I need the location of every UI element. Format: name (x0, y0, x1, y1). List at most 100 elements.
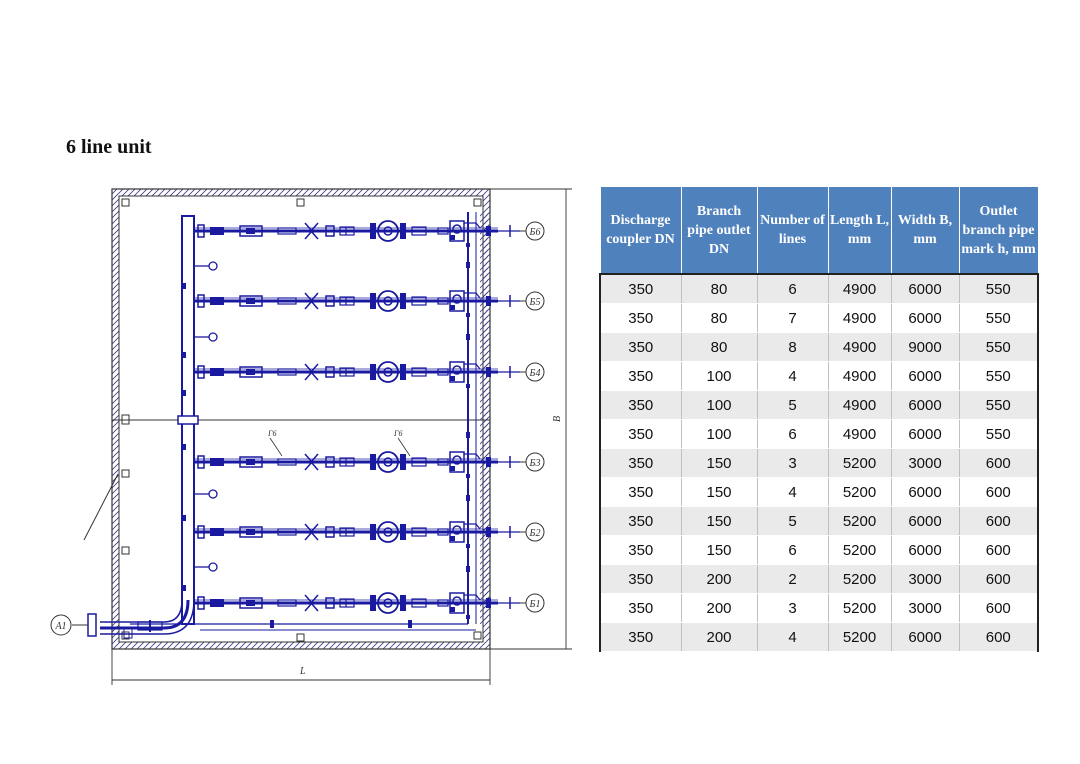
table-cell-outlet-mark: 600 (958, 593, 1039, 623)
table-cell-outlet-mark: 550 (958, 390, 1039, 420)
table-row: 350 200 4 5200 6000 600 (599, 622, 1039, 652)
table-cell-branch-pipe-outlet: 200 (680, 622, 758, 652)
table-cell-discharge-coupler: 350 (599, 419, 682, 449)
table-cell-number-of-lines: 5 (756, 390, 829, 420)
outlet-mark-b1: Б1 (529, 599, 541, 610)
table-cell-branch-pipe-outlet: 150 (680, 448, 758, 478)
table-cell-outlet-mark: 550 (958, 303, 1039, 333)
table-row: 350 150 5 5200 6000 600 (599, 506, 1039, 536)
table-cell-branch-pipe-outlet: 100 (680, 361, 758, 391)
table-cell-branch-pipe-outlet: 80 (680, 332, 758, 362)
dimension-width-label: B (552, 416, 563, 422)
table-cell-outlet-mark: 600 (958, 535, 1039, 565)
table-cell-width: 6000 (890, 390, 960, 420)
table-cell-discharge-coupler: 350 (599, 361, 682, 391)
drawing-mark-g6-left: Г6 (267, 429, 277, 438)
table-cell-outlet-mark: 550 (958, 273, 1039, 304)
header-width: Width B, mm (890, 186, 960, 275)
table-cell-discharge-coupler: 350 (599, 332, 682, 362)
table-row: 350 80 7 4900 6000 550 (599, 303, 1039, 333)
outlet-mark-b3: Б3 (529, 458, 541, 469)
table-cell-outlet-mark: 600 (958, 622, 1039, 652)
table-cell-number-of-lines: 2 (756, 564, 829, 594)
dimension-length-label: L (299, 666, 306, 677)
table-cell-discharge-coupler: 350 (599, 448, 682, 478)
header-branch-pipe-outlet: Branch pipe outlet DN (680, 186, 758, 275)
table-cell-number-of-lines: 4 (756, 477, 829, 507)
table-row: 350 100 4 4900 6000 550 (599, 361, 1039, 391)
table-cell-number-of-lines: 5 (756, 506, 829, 536)
table-cell-width: 3000 (890, 448, 960, 478)
outlet-mark-b2: Б2 (529, 528, 541, 539)
table-cell-branch-pipe-outlet: 200 (680, 593, 758, 623)
header-discharge-coupler: Discharge coupler DN (599, 186, 682, 275)
table-cell-outlet-mark: 550 (958, 332, 1039, 362)
table-cell-branch-pipe-outlet: 150 (680, 535, 758, 565)
table-cell-outlet-mark: 550 (958, 361, 1039, 391)
table-cell-length: 5200 (827, 448, 892, 478)
table-cell-branch-pipe-outlet: 100 (680, 390, 758, 420)
table-cell-length: 4900 (827, 390, 892, 420)
outlet-mark-b4: Б4 (529, 368, 541, 379)
table-cell-number-of-lines: 8 (756, 332, 829, 362)
table-cell-discharge-coupler: 350 (599, 593, 682, 623)
table-row: 350 200 3 5200 3000 600 (599, 593, 1039, 623)
table-cell-width: 6000 (890, 419, 960, 449)
page-title: 6 line unit (66, 136, 152, 158)
inlet-mark-a1: A1 (54, 621, 66, 632)
table-cell-width: 6000 (890, 361, 960, 391)
table-row: 350 80 8 4900 9000 550 (599, 332, 1039, 362)
table-cell-branch-pipe-outlet: 80 (680, 303, 758, 333)
table-cell-width: 9000 (890, 332, 960, 362)
table-cell-length: 5200 (827, 535, 892, 565)
table-cell-discharge-coupler: 350 (599, 303, 682, 333)
header-outlet-mark: Outlet branch pipe mark h, mm (958, 186, 1039, 275)
table-header-row: Discharge coupler DN Branch pipe outlet … (599, 186, 1039, 275)
table-cell-discharge-coupler: 350 (599, 506, 682, 536)
table-cell-discharge-coupler: 350 (599, 535, 682, 565)
table-row: 350 150 6 5200 6000 600 (599, 535, 1039, 565)
table-cell-outlet-mark: 600 (958, 448, 1039, 478)
table-cell-width: 3000 (890, 593, 960, 623)
table-cell-discharge-coupler: 350 (599, 622, 682, 652)
table-cell-number-of-lines: 3 (756, 593, 829, 623)
table-cell-width: 6000 (890, 303, 960, 333)
table-cell-width: 3000 (890, 564, 960, 594)
table-cell-discharge-coupler: 350 (599, 390, 682, 420)
table-cell-length: 4900 (827, 303, 892, 333)
table-body: 350 80 6 4900 6000 550 350 80 7 4900 6000 550 350 80 8… (599, 273, 1039, 652)
table-cell-discharge-coupler: 350 (599, 564, 682, 594)
outlet-mark-b5: Б5 (529, 297, 541, 308)
table-row: 350 100 6 4900 6000 550 (599, 419, 1039, 449)
header-number-of-lines: Number of lines (756, 186, 829, 275)
table-cell-length: 5200 (827, 506, 892, 536)
table-cell-number-of-lines: 6 (756, 273, 829, 304)
table-cell-outlet-mark: 550 (958, 419, 1039, 449)
table-cell-branch-pipe-outlet: 80 (680, 273, 758, 304)
table-cell-length: 5200 (827, 622, 892, 652)
specification-table: Discharge coupler DN Branch pipe outlet … (599, 186, 1039, 652)
outlet-mark-b6: Б6 (529, 227, 541, 238)
table-cell-length: 5200 (827, 593, 892, 623)
header-length: Length L, mm (827, 186, 892, 275)
table-cell-outlet-mark: 600 (958, 506, 1039, 536)
table-cell-branch-pipe-outlet: 100 (680, 419, 758, 449)
table-cell-number-of-lines: 3 (756, 448, 829, 478)
table-cell-length: 5200 (827, 477, 892, 507)
table-cell-branch-pipe-outlet: 150 (680, 477, 758, 507)
table-cell-number-of-lines: 6 (756, 535, 829, 565)
table-cell-width: 6000 (890, 622, 960, 652)
table-cell-width: 6000 (890, 506, 960, 536)
table-row: 350 80 6 4900 6000 550 (599, 273, 1039, 304)
table-cell-length: 4900 (827, 273, 892, 304)
table-cell-branch-pipe-outlet: 200 (680, 564, 758, 594)
table-cell-discharge-coupler: 350 (599, 273, 682, 304)
table-row: 350 200 2 5200 3000 600 (599, 564, 1039, 594)
table-cell-discharge-coupler: 350 (599, 477, 682, 507)
table-cell-length: 4900 (827, 419, 892, 449)
table-row: 350 150 3 5200 3000 600 (599, 448, 1039, 478)
table-cell-width: 6000 (890, 535, 960, 565)
pipeline-unit-drawing: Г6 Г6 Б6 Б5 Б4 Б3 Б2 Б1 A1 L B (50, 188, 572, 685)
table-row: 350 150 4 5200 6000 600 (599, 477, 1039, 507)
table-cell-length: 5200 (827, 564, 892, 594)
